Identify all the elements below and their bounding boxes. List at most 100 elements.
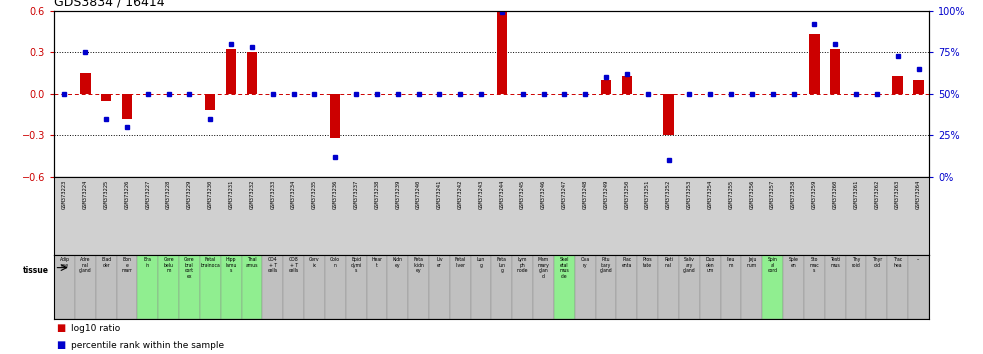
Text: GSM373238: GSM373238 bbox=[375, 179, 379, 209]
Text: Saliv
ary
gland: Saliv ary gland bbox=[683, 257, 696, 273]
Bar bbox=[471, 255, 492, 319]
Text: GSM373244: GSM373244 bbox=[499, 179, 504, 209]
Bar bbox=[888, 255, 908, 319]
Bar bbox=[54, 255, 75, 319]
Bar bbox=[138, 255, 158, 319]
Bar bbox=[324, 255, 346, 319]
Text: GSM373225: GSM373225 bbox=[103, 179, 109, 209]
Bar bbox=[575, 255, 596, 319]
Bar bbox=[616, 255, 637, 319]
Text: percentile rank within the sample: percentile rank within the sample bbox=[71, 342, 224, 350]
Text: GSM373263: GSM373263 bbox=[896, 179, 900, 209]
Text: Spin
al
cord: Spin al cord bbox=[768, 257, 778, 273]
Bar bbox=[205, 94, 215, 110]
Bar bbox=[845, 255, 866, 319]
Bar bbox=[200, 255, 221, 319]
Text: Lun
g: Lun g bbox=[477, 257, 486, 268]
Bar bbox=[117, 255, 138, 319]
Text: CD8
+ T
cells: CD8 + T cells bbox=[288, 257, 299, 273]
Text: ■: ■ bbox=[56, 341, 65, 350]
Text: Feta
lun
g: Feta lun g bbox=[497, 257, 507, 273]
Text: Liv
er: Liv er bbox=[436, 257, 442, 268]
Bar bbox=[75, 255, 95, 319]
Bar bbox=[450, 255, 471, 319]
Bar bbox=[496, 12, 507, 94]
Text: Bon
e
marr: Bon e marr bbox=[122, 257, 133, 273]
Bar bbox=[825, 255, 845, 319]
Bar bbox=[637, 255, 659, 319]
Text: Reti
nal: Reti nal bbox=[665, 257, 673, 268]
Bar bbox=[95, 255, 117, 319]
Bar bbox=[913, 80, 924, 94]
Bar bbox=[533, 255, 554, 319]
Text: Ova
ry: Ova ry bbox=[581, 257, 590, 268]
Text: GSM373264: GSM373264 bbox=[916, 179, 921, 209]
Text: GSM373240: GSM373240 bbox=[416, 179, 421, 209]
Text: Testi
mus: Testi mus bbox=[830, 257, 840, 268]
Text: GSM373229: GSM373229 bbox=[187, 179, 192, 209]
Text: GSM373245: GSM373245 bbox=[520, 179, 525, 209]
Text: GSM373255: GSM373255 bbox=[728, 179, 733, 209]
Bar bbox=[262, 255, 283, 319]
Text: GSM373259: GSM373259 bbox=[812, 179, 817, 209]
Bar bbox=[596, 255, 616, 319]
Text: Blad
der: Blad der bbox=[101, 257, 111, 268]
Text: Pitu
itary
gland: Pitu itary gland bbox=[600, 257, 612, 273]
Text: --: -- bbox=[917, 257, 920, 262]
Text: GSM373254: GSM373254 bbox=[708, 179, 713, 209]
Bar bbox=[804, 255, 825, 319]
Bar bbox=[330, 94, 340, 138]
Text: GSM373260: GSM373260 bbox=[833, 179, 838, 209]
Text: Pros
tate: Pros tate bbox=[643, 257, 653, 268]
Text: GSM373223: GSM373223 bbox=[62, 179, 67, 209]
Text: Adip
ose: Adip ose bbox=[60, 257, 70, 268]
Bar bbox=[601, 80, 611, 94]
Text: Mam
mary
glan
d: Mam mary glan d bbox=[538, 257, 549, 279]
Text: Thal
amus: Thal amus bbox=[246, 257, 259, 268]
Text: Sto
mac
s: Sto mac s bbox=[809, 257, 819, 273]
Text: GSM373243: GSM373243 bbox=[479, 179, 484, 209]
Text: GSM373233: GSM373233 bbox=[270, 179, 275, 209]
Text: Fetal
brainoca: Fetal brainoca bbox=[201, 257, 220, 268]
Text: Duo
den
um: Duo den um bbox=[706, 257, 715, 273]
Bar bbox=[158, 255, 179, 319]
Text: GSM373226: GSM373226 bbox=[125, 179, 130, 209]
Bar bbox=[908, 255, 929, 319]
Bar bbox=[242, 255, 262, 319]
Text: Jeju
num: Jeju num bbox=[747, 257, 757, 268]
Text: CD4
+ T
cells: CD4 + T cells bbox=[267, 257, 278, 273]
Bar bbox=[247, 52, 258, 94]
Bar bbox=[893, 76, 903, 94]
Text: GSM373234: GSM373234 bbox=[291, 179, 296, 209]
Bar bbox=[512, 255, 533, 319]
Text: Plac
enta: Plac enta bbox=[622, 257, 632, 268]
Text: Bra
in: Bra in bbox=[144, 257, 151, 268]
Text: GSM373227: GSM373227 bbox=[145, 179, 150, 209]
Text: GSM373250: GSM373250 bbox=[624, 179, 629, 209]
Bar bbox=[179, 255, 200, 319]
Text: GSM373230: GSM373230 bbox=[207, 179, 212, 209]
Bar bbox=[429, 255, 450, 319]
Bar bbox=[221, 255, 242, 319]
Text: Lym
ph
node: Lym ph node bbox=[517, 257, 529, 273]
Bar bbox=[621, 76, 632, 94]
Text: GSM373228: GSM373228 bbox=[166, 179, 171, 209]
Text: GSM373262: GSM373262 bbox=[874, 179, 880, 209]
Text: GSM373253: GSM373253 bbox=[687, 179, 692, 209]
Text: Adre
nal
gland: Adre nal gland bbox=[79, 257, 91, 273]
Text: Cere
belu
m: Cere belu m bbox=[163, 257, 174, 273]
Text: Skel
etal
mus
cle: Skel etal mus cle bbox=[559, 257, 569, 279]
Bar bbox=[304, 255, 324, 319]
Bar bbox=[830, 50, 840, 94]
Bar bbox=[741, 255, 762, 319]
Text: GSM373239: GSM373239 bbox=[395, 179, 400, 209]
Text: Hear
t: Hear t bbox=[372, 257, 382, 268]
Bar bbox=[554, 255, 575, 319]
Bar bbox=[122, 94, 132, 119]
Text: Kidn
ey: Kidn ey bbox=[393, 257, 403, 268]
Text: GSM373249: GSM373249 bbox=[604, 179, 608, 209]
Bar bbox=[408, 255, 429, 319]
Text: GSM373248: GSM373248 bbox=[583, 179, 588, 209]
Text: GDS3834 / 16414: GDS3834 / 16414 bbox=[54, 0, 165, 8]
Bar bbox=[659, 255, 679, 319]
